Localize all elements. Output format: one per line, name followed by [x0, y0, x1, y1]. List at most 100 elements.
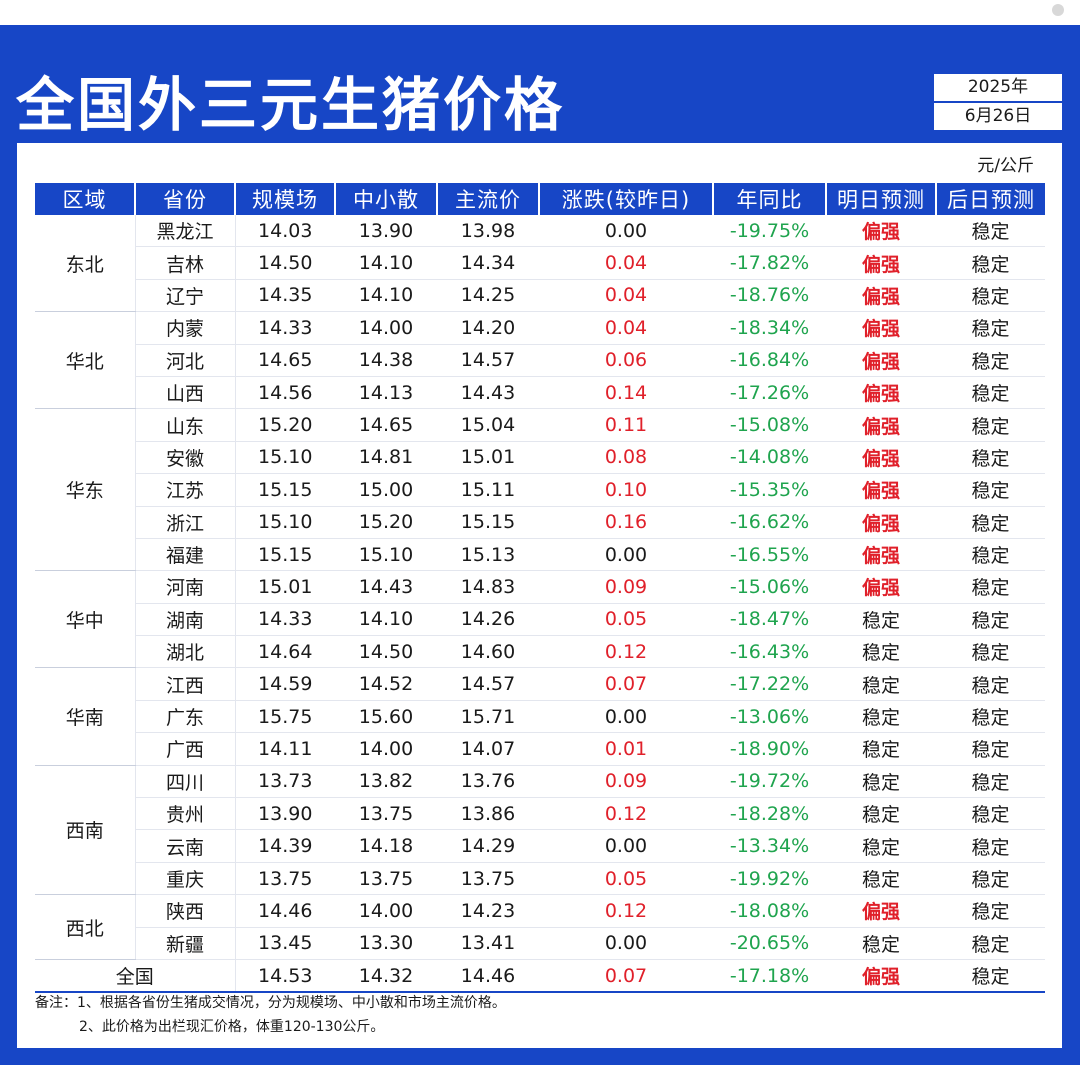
large-farm-cell: 14.33	[234, 603, 335, 637]
yoy-cell: -15.06%	[713, 570, 826, 604]
yoy-cell: -13.06%	[713, 700, 826, 734]
large-farm-cell: 15.75	[234, 700, 335, 734]
table-row: 云南 14.39 14.18 14.29 0.00 -13.34% 稳定 稳定	[35, 829, 1045, 863]
small-farm-cell: 14.00	[335, 311, 437, 345]
small-farm-cell: 14.32	[335, 959, 437, 994]
corner-dot-icon	[1052, 4, 1064, 16]
change-cell: 0.12	[539, 635, 713, 669]
header-yoy: 年同比	[713, 183, 827, 215]
dayafter-cell: 稳定	[936, 441, 1045, 475]
table-row: 西南 四川 13.73 13.82 13.76 0.09 -19.72% 稳定 稳定	[35, 765, 1045, 896]
change-cell: 0.05	[539, 603, 713, 637]
note-2: 2、此价格为出栏现汇价格，体重120-130公斤。	[79, 1019, 385, 1035]
yoy-cell: -18.90%	[713, 732, 826, 766]
dayafter-cell: 稳定	[936, 959, 1045, 994]
main-price-cell: 14.07	[437, 732, 539, 766]
dayafter-cell: 稳定	[936, 732, 1045, 766]
change-cell: 0.08	[539, 441, 713, 475]
table-row: 湖北 14.64 14.50 14.60 0.12 -16.43% 稳定 稳定	[35, 635, 1045, 669]
small-farm-cell: 14.10	[335, 603, 437, 637]
table-row: 东北 黑龙江 14.03 13.90 13.98 0.00 -19.75% 偏强 稳定	[35, 215, 1045, 313]
province-cell: 河北	[134, 344, 235, 377]
header-large-farm: 规模场	[235, 183, 336, 215]
main-price-cell: 15.04	[437, 408, 539, 442]
tomorrow-cell: 稳定	[826, 667, 936, 701]
main-price-cell: 14.20	[437, 311, 539, 345]
province-cell: 重庆	[134, 862, 235, 896]
tomorrow-cell: 偏强	[826, 376, 936, 410]
main-price-cell: 14.60	[437, 635, 539, 669]
large-farm-cell: 15.10	[234, 441, 335, 475]
main-price-cell: 13.76	[437, 765, 539, 799]
table-row: 西北 陕西 14.46 14.00 14.23 0.12 -18.08% 偏强 稳定	[35, 894, 1045, 960]
table-row: 安徽 15.10 14.81 15.01 0.08 -14.08% 偏强 稳定	[35, 441, 1045, 475]
large-farm-cell: 14.33	[234, 311, 335, 345]
main-price-cell: 13.98	[437, 215, 539, 248]
price-table: 区域 省份 规模场 中小散 主流价 涨跌(较昨日) 年同比 明日预测 后日预测 …	[35, 183, 1045, 994]
main-price-cell: 14.57	[437, 667, 539, 701]
tomorrow-cell: 稳定	[826, 829, 936, 863]
province-cell: 四川	[134, 765, 235, 799]
dayafter-cell: 稳定	[936, 667, 1045, 701]
tomorrow-cell: 稳定	[826, 765, 936, 799]
province-cell: 广东	[134, 700, 235, 734]
small-farm-cell: 14.38	[335, 344, 437, 377]
tomorrow-cell: 偏强	[826, 506, 936, 539]
tomorrow-cell: 稳定	[826, 862, 936, 896]
change-cell: 0.14	[539, 376, 713, 410]
yoy-cell: -20.65%	[713, 927, 826, 960]
table-row: 华北 内蒙 14.33 14.00 14.20 0.04 -18.34% 偏强 稳定	[35, 311, 1045, 410]
dayafter-cell: 稳定	[936, 862, 1045, 896]
large-farm-cell: 14.64	[234, 635, 335, 669]
header-region: 区域	[35, 183, 136, 215]
small-farm-cell: 14.00	[335, 894, 437, 928]
dayafter-cell: 稳定	[936, 829, 1045, 863]
yoy-cell: -19.92%	[713, 862, 826, 896]
small-farm-cell: 14.81	[335, 441, 437, 475]
total-label-cell: 全国	[35, 959, 235, 994]
dayafter-cell: 稳定	[936, 344, 1045, 377]
province-cell: 黑龙江	[134, 215, 235, 248]
page-title: 全国外三元生猪价格	[16, 71, 566, 139]
tomorrow-cell: 偏强	[826, 570, 936, 604]
table-row: 华南 江西 14.59 14.52 14.57 0.07 -17.22% 稳定 稳定	[35, 667, 1045, 766]
unit-label: 元/公斤	[977, 156, 1034, 176]
table-row: 湖南 14.33 14.10 14.26 0.05 -18.47% 稳定 稳定	[35, 603, 1045, 637]
change-cell: 0.04	[539, 246, 713, 280]
yoy-cell: -16.62%	[713, 506, 826, 539]
yoy-cell: -18.28%	[713, 797, 826, 831]
dayafter-cell: 稳定	[936, 279, 1045, 313]
small-farm-cell: 13.90	[335, 215, 437, 248]
small-farm-cell: 14.13	[335, 376, 437, 410]
tomorrow-cell: 偏强	[826, 279, 936, 313]
change-cell: 0.04	[539, 311, 713, 345]
yoy-cell: -18.34%	[713, 311, 826, 345]
large-farm-cell: 13.90	[234, 797, 335, 831]
small-farm-cell: 14.65	[335, 408, 437, 442]
table-row: 福建 15.15 15.10 15.13 0.00 -16.55% 偏强 稳定	[35, 538, 1045, 572]
small-farm-cell: 13.30	[335, 927, 437, 960]
change-cell: 0.09	[539, 570, 713, 604]
table-row: 辽宁 14.35 14.10 14.25 0.04 -18.76% 偏强 稳定	[35, 279, 1045, 313]
main-price-cell: 14.25	[437, 279, 539, 313]
tomorrow-cell: 偏强	[826, 894, 936, 928]
province-cell: 云南	[134, 829, 235, 863]
notes: 备注：1、根据各省份生猪成交情况，分为规模场、中小散和市场主流价格。 2、此价格…	[35, 991, 506, 1039]
province-cell: 湖南	[134, 603, 235, 637]
dayafter-cell: 稳定	[936, 376, 1045, 410]
region-cell: 西北	[35, 894, 135, 960]
table-row: 新疆 13.45 13.30 13.41 0.00 -20.65% 稳定 稳定	[35, 927, 1045, 960]
table-row: 华东 山东 15.20 14.65 15.04 0.11 -15.08% 偏强 稳定	[35, 408, 1045, 572]
dayafter-cell: 稳定	[936, 538, 1045, 572]
small-farm-cell: 13.82	[335, 765, 437, 799]
table-panel: 元/公斤 区域 省份 规模场 中小散 主流价 涨跌(较昨日) 年同比 明日预测 …	[17, 143, 1062, 1048]
large-farm-cell: 14.35	[234, 279, 335, 313]
change-cell: 0.00	[539, 538, 713, 572]
dayafter-cell: 稳定	[936, 700, 1045, 734]
main-price-cell: 13.41	[437, 927, 539, 960]
main-price-cell: 15.11	[437, 473, 539, 507]
yoy-cell: -19.75%	[713, 215, 826, 248]
small-farm-cell: 14.52	[335, 667, 437, 701]
tomorrow-cell: 稳定	[826, 635, 936, 669]
yoy-cell: -16.43%	[713, 635, 826, 669]
